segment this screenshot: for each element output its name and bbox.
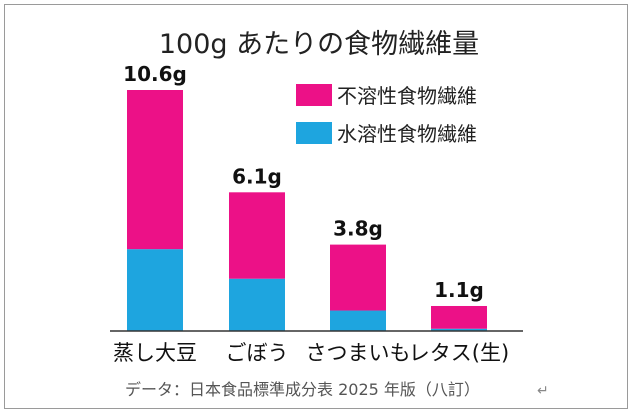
chart-title: 100g あたりの食物繊維量 [159, 29, 479, 60]
fiber-chart: 100g あたりの食物繊維量 不溶性食物繊維 水溶性食物繊維 10.6g 蒸し大豆… [110, 29, 549, 399]
bar-soluble-2 [330, 310, 386, 331]
legend-swatch-soluble [296, 122, 332, 144]
return-mark: ↵ [537, 383, 549, 399]
chart-frame: 100g あたりの食物繊維量 不溶性食物繊維 水溶性食物繊維 10.6g 蒸し大豆… [4, 4, 628, 409]
bar-insoluble-2 [330, 244, 386, 311]
bar-total-label-2: 3.8g [333, 217, 383, 241]
bar-soluble-3 [431, 328, 487, 331]
bar-total-label-1: 6.1g [232, 164, 282, 188]
legend-swatch-insoluble [296, 84, 332, 106]
bar-insoluble-1 [229, 192, 285, 279]
bar-group: 10.6g 蒸し大豆 6.1g ごぼう 3.8g さつまいも 1.1g レタス(生) [113, 62, 509, 365]
category-label-3: レタス(生) [409, 341, 509, 365]
bar-total-label-0: 10.6g [123, 62, 187, 86]
bar-total-label-3: 1.1g [434, 278, 484, 302]
category-label-1: ごぼう [226, 341, 289, 365]
source-note: データ：日本食品標準成分表 2025 年版（八訂） [125, 380, 480, 399]
bar-soluble-0 [127, 249, 183, 331]
legend-label-soluble: 水溶性食物繊維 [337, 122, 477, 146]
legend-label-insoluble: 不溶性食物繊維 [337, 84, 477, 108]
bar-insoluble-3 [431, 305, 487, 329]
bar-insoluble-0 [127, 90, 183, 250]
category-label-2: さつまいも [306, 341, 411, 365]
bar-soluble-1 [229, 278, 285, 331]
category-label-0: 蒸し大豆 [113, 341, 197, 365]
